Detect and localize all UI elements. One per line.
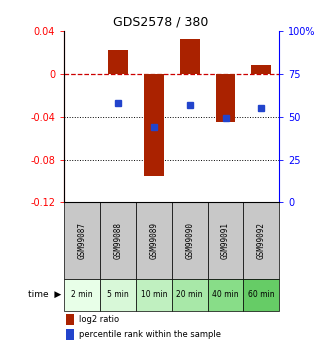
Bar	[243, 279, 279, 311]
Bar	[108, 50, 128, 74]
Bar	[144, 74, 164, 176]
Text: 40 min: 40 min	[212, 290, 239, 299]
Bar	[216, 74, 235, 122]
Bar	[208, 203, 243, 279]
Bar	[100, 203, 136, 279]
Text: GDS2578 / 380: GDS2578 / 380	[113, 16, 208, 29]
Bar	[251, 65, 271, 74]
Bar	[172, 203, 208, 279]
Bar	[64, 203, 100, 279]
Text: GSM99092: GSM99092	[257, 222, 266, 259]
Bar	[66, 329, 74, 340]
Bar	[172, 279, 208, 311]
Text: GSM99089: GSM99089	[149, 222, 158, 259]
Text: GSM99091: GSM99091	[221, 222, 230, 259]
Bar	[100, 279, 136, 311]
Bar	[180, 39, 200, 74]
Text: time  ▶: time ▶	[28, 290, 61, 299]
Text: 60 min: 60 min	[248, 290, 275, 299]
Text: GSM99090: GSM99090	[185, 222, 194, 259]
Text: GSM99087: GSM99087	[78, 222, 87, 259]
Bar	[243, 203, 279, 279]
Text: percentile rank within the sample: percentile rank within the sample	[79, 331, 221, 339]
Bar	[136, 279, 172, 311]
Text: log2 ratio: log2 ratio	[79, 315, 119, 324]
Text: 2 min: 2 min	[71, 290, 93, 299]
Text: 20 min: 20 min	[177, 290, 203, 299]
Text: 10 min: 10 min	[141, 290, 167, 299]
Bar	[136, 203, 172, 279]
Text: 5 min: 5 min	[107, 290, 129, 299]
Bar	[66, 314, 74, 325]
Bar	[208, 279, 243, 311]
Bar	[64, 279, 100, 311]
Text: GSM99088: GSM99088	[113, 222, 123, 259]
